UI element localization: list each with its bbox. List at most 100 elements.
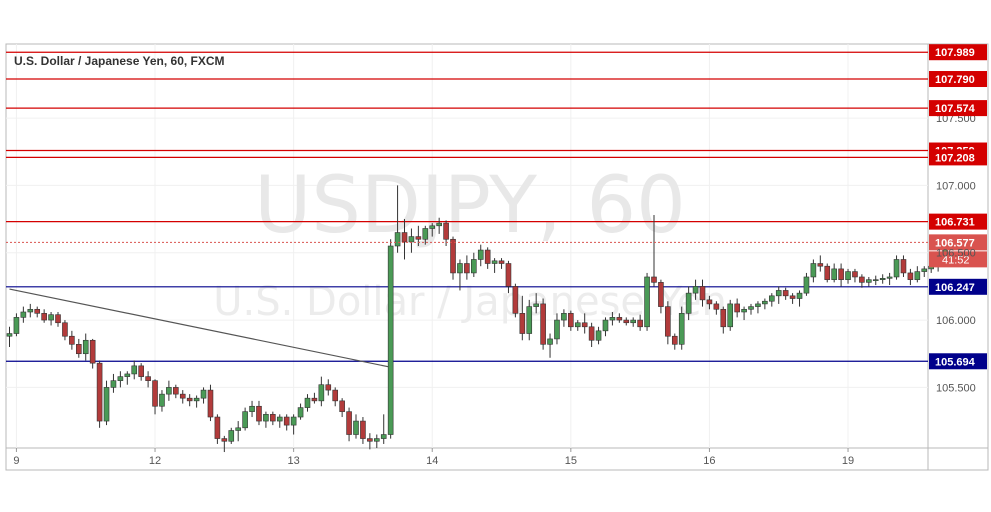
candle-body xyxy=(69,335,75,345)
candle xyxy=(762,298,768,310)
candle xyxy=(76,338,82,358)
candle-body xyxy=(484,249,491,264)
candle-body xyxy=(263,414,269,422)
candle xyxy=(96,360,103,428)
candle xyxy=(678,306,685,350)
level-label-bg xyxy=(929,149,987,166)
candle xyxy=(547,333,553,358)
candle-body xyxy=(332,389,339,402)
candle xyxy=(852,268,858,283)
candle xyxy=(893,255,900,280)
candle xyxy=(34,306,41,318)
candle xyxy=(651,215,657,287)
level-label: 105.694 xyxy=(935,356,976,368)
candle xyxy=(124,371,131,385)
candle xyxy=(637,314,643,331)
candle-body xyxy=(62,322,68,337)
candle-body xyxy=(768,295,775,302)
current-price-label: 106.577 xyxy=(935,237,975,249)
candle xyxy=(755,301,761,314)
candle-body xyxy=(637,319,643,328)
candle xyxy=(138,363,144,381)
level-label: 107.208 xyxy=(935,152,975,164)
candle-body xyxy=(651,276,657,283)
chart-frame xyxy=(5,43,989,471)
candle-body xyxy=(824,265,831,280)
candle xyxy=(325,379,332,396)
candle xyxy=(561,309,567,327)
candle-body xyxy=(27,308,34,313)
candle-body xyxy=(103,387,110,422)
candle-body xyxy=(304,397,311,408)
candle-body xyxy=(568,313,574,328)
candle xyxy=(859,274,865,288)
candle xyxy=(152,379,158,415)
candle xyxy=(706,295,713,310)
candle-body xyxy=(443,222,449,240)
candle xyxy=(533,293,539,314)
candle-body xyxy=(727,303,734,328)
candle xyxy=(221,435,228,453)
candle-body xyxy=(900,259,907,274)
candle-body xyxy=(214,416,221,439)
x-tick-label: 16 xyxy=(703,455,715,467)
candle-body xyxy=(20,311,27,318)
candle xyxy=(921,266,928,277)
candle xyxy=(803,272,810,296)
candle-body xyxy=(616,317,623,321)
candle xyxy=(623,317,630,326)
candle-body xyxy=(290,416,297,426)
candle xyxy=(13,313,20,337)
candle-body xyxy=(498,260,505,264)
candle-body xyxy=(588,326,595,341)
candle xyxy=(200,387,207,404)
candle xyxy=(159,390,165,412)
candle-body xyxy=(401,232,408,243)
candle xyxy=(283,414,290,431)
candle xyxy=(360,417,366,444)
x-tick-label: 19 xyxy=(842,455,854,467)
level-labels: 107.989107.790107.574107.259107.208106.7… xyxy=(929,44,987,370)
candle-body xyxy=(699,286,706,301)
candle-body xyxy=(477,249,484,260)
candle xyxy=(117,371,124,388)
level-label-bg xyxy=(929,278,987,295)
candle-body xyxy=(810,263,817,278)
candle xyxy=(886,272,893,286)
candle-body xyxy=(41,313,47,321)
y-tick-label: 107.000 xyxy=(936,180,976,192)
candle-body xyxy=(186,397,193,402)
candle-body xyxy=(221,438,228,442)
candle xyxy=(616,313,623,323)
candle-body xyxy=(713,303,720,310)
candle-body xyxy=(138,365,144,377)
candle-body xyxy=(367,438,373,442)
candle-body xyxy=(866,279,872,283)
candle xyxy=(568,310,574,331)
candle xyxy=(186,394,193,407)
candle-body xyxy=(914,271,921,280)
candle xyxy=(727,299,734,331)
candle xyxy=(609,311,616,326)
candle xyxy=(464,255,470,280)
candle xyxy=(671,333,678,350)
y-tick-label: 106.000 xyxy=(936,315,976,327)
candle xyxy=(228,427,235,444)
candle-body xyxy=(415,236,422,240)
candle-body xyxy=(96,362,103,422)
candle xyxy=(748,303,754,315)
level-label: 107.574 xyxy=(935,103,976,115)
candle-body xyxy=(658,282,664,307)
candle xyxy=(457,259,463,291)
candle xyxy=(914,266,921,283)
candle xyxy=(540,298,546,350)
candle-body xyxy=(82,339,89,355)
candle-body xyxy=(408,236,415,243)
candle xyxy=(872,275,879,286)
candle xyxy=(879,274,886,284)
candle xyxy=(41,309,47,323)
candle-body xyxy=(644,276,650,328)
